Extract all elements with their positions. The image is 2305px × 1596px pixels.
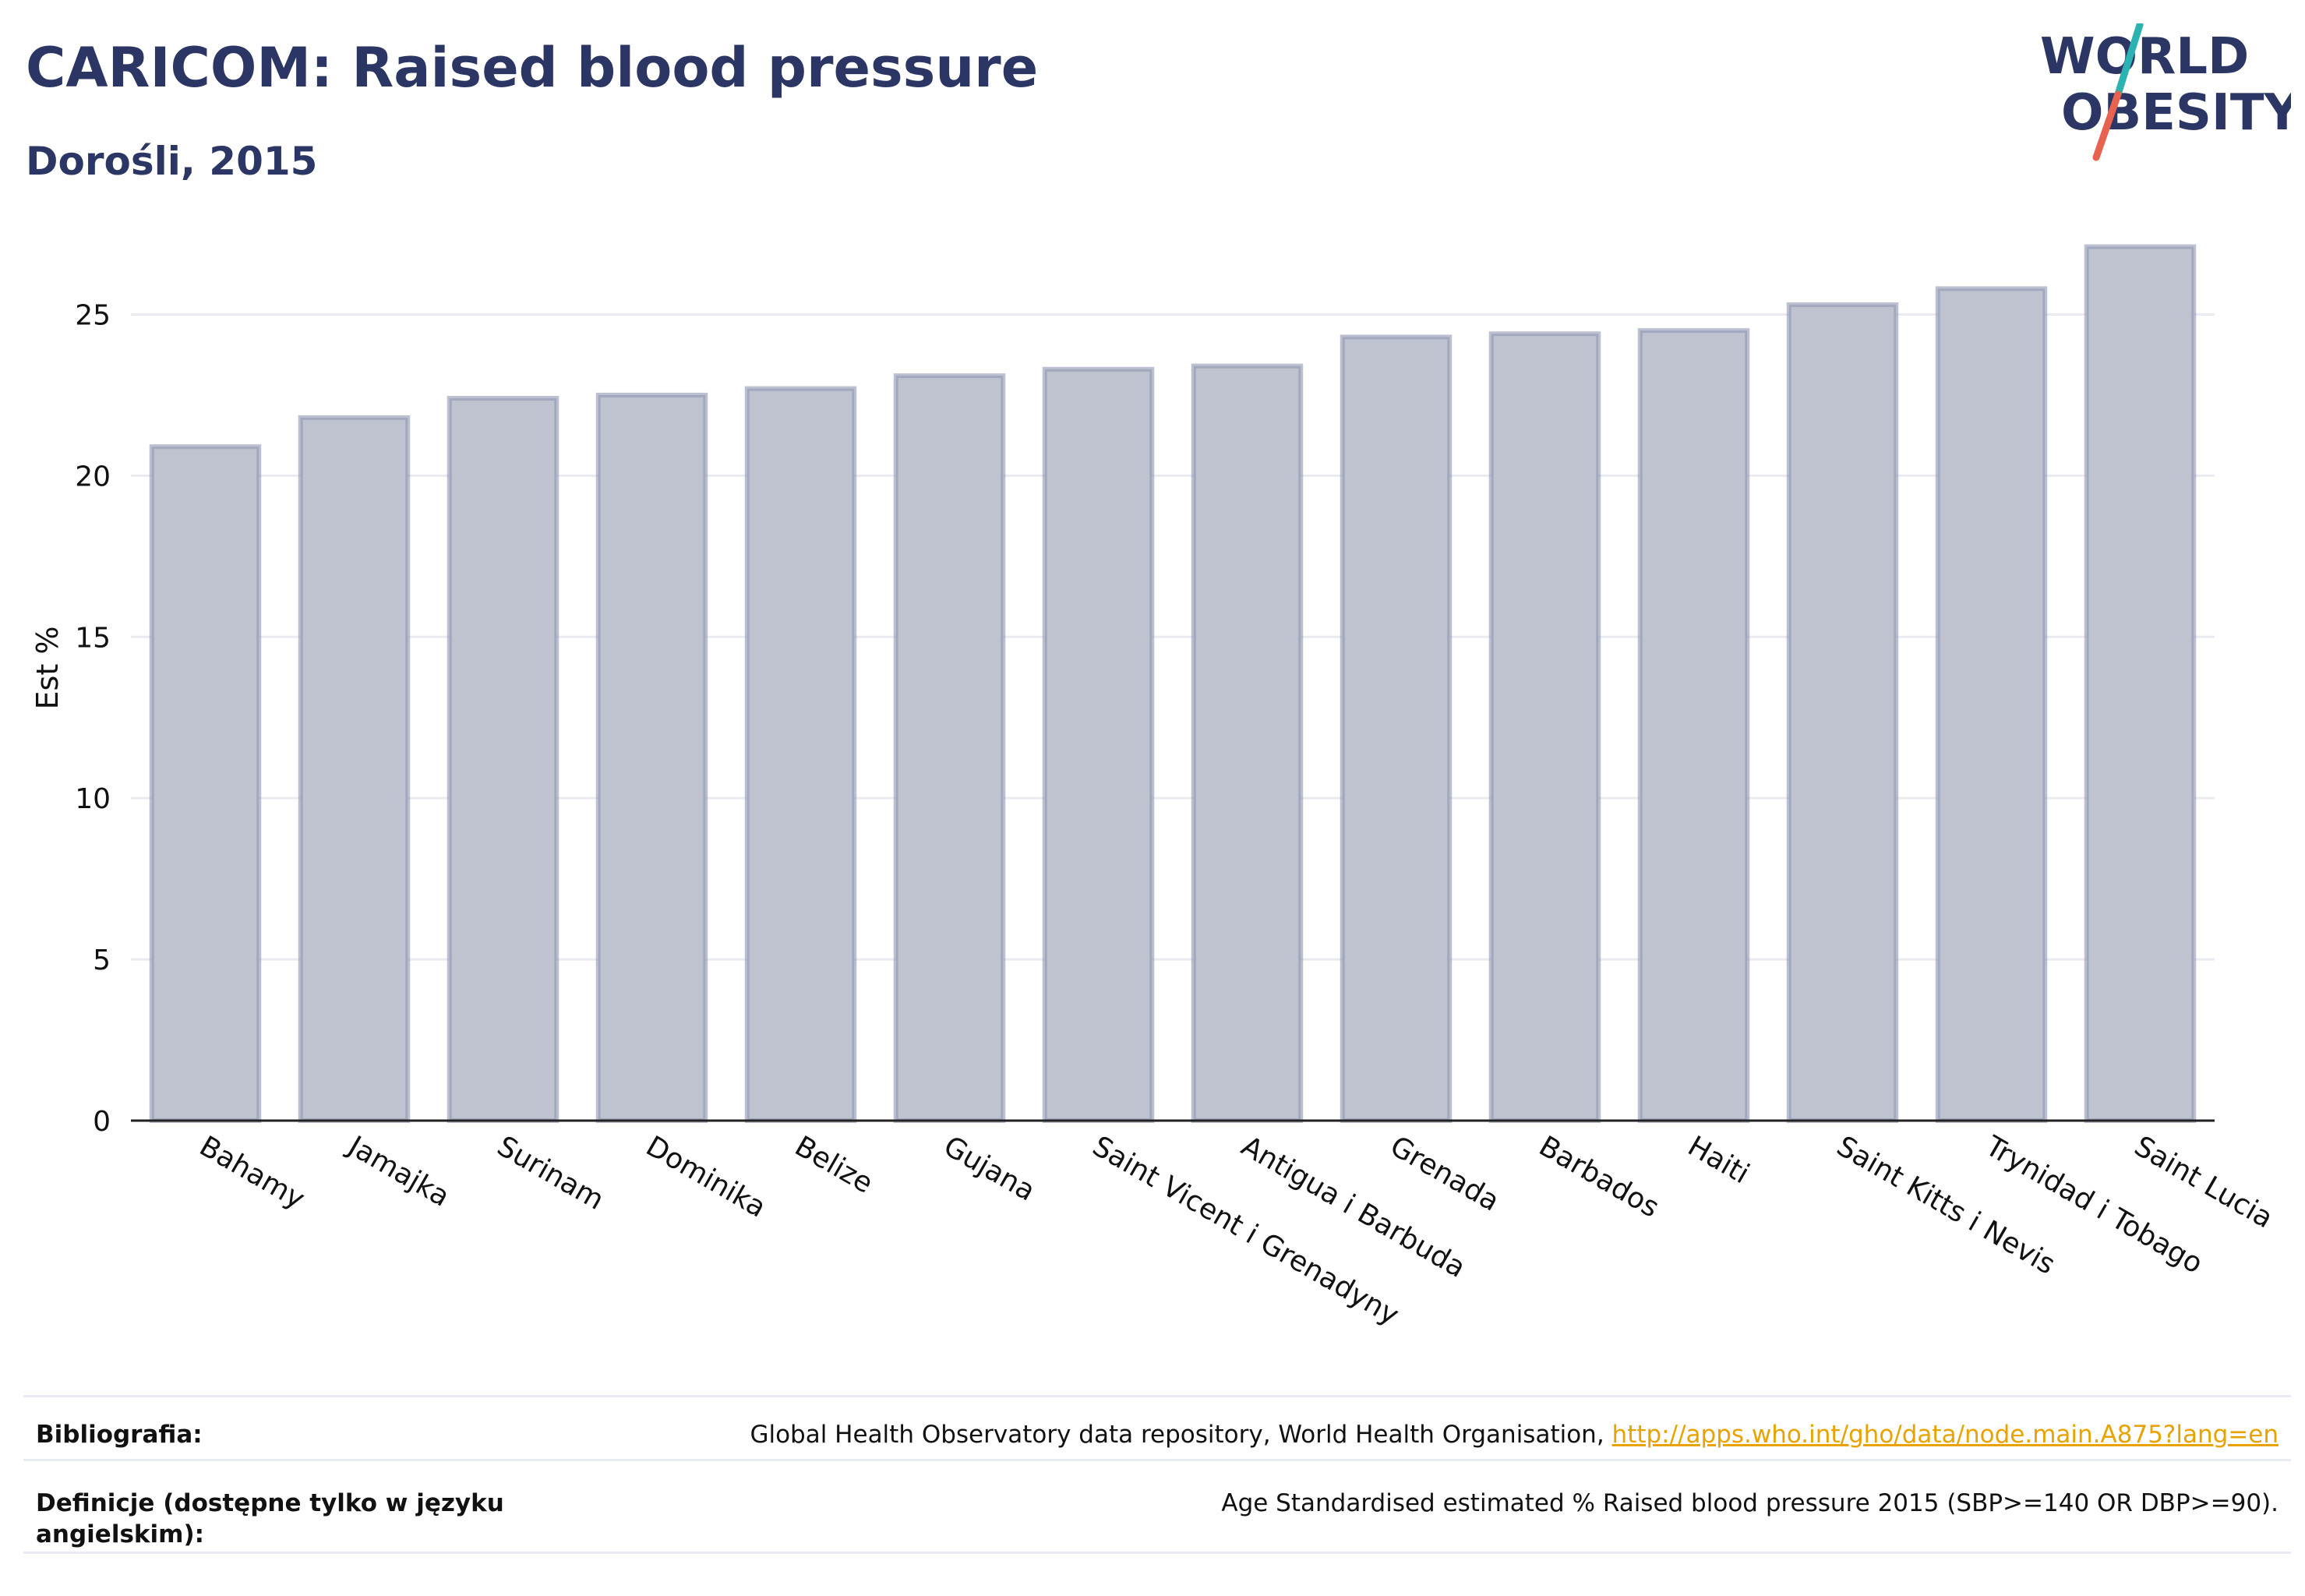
x-tick-label: Belize — [789, 1130, 878, 1199]
bar-antigua-i-barbuda — [1191, 363, 1304, 1123]
y-axis-label: Est % — [30, 627, 65, 710]
bar-surinam — [447, 396, 559, 1123]
bar-dominika — [595, 392, 708, 1123]
x-tick-label: Gujana — [938, 1130, 1040, 1207]
x-tick-label: Surinam — [492, 1130, 609, 1216]
x-tick-label: Jamajka — [341, 1129, 454, 1213]
bar-barbados — [1488, 331, 1601, 1123]
logo-text-world: WORLD — [2040, 28, 2249, 86]
bar-saint-kitts-i-nevis — [1786, 302, 1899, 1123]
y-tick-label: 25 — [75, 299, 111, 331]
x-tick-label: Haiti — [1682, 1130, 1755, 1190]
y-tick-label: 20 — [75, 461, 111, 493]
world-obesity-logo: WORLD OBESITY — [2040, 23, 2291, 161]
y-tick-label: 0 — [93, 1106, 111, 1138]
y-tick-label: 10 — [75, 783, 111, 815]
x-tick-label: Bahamy — [194, 1130, 310, 1216]
footer: Bibliografia: Global Health Observatory … — [23, 1395, 2291, 1554]
x-tick-label: Barbados — [1534, 1130, 1664, 1224]
definitions-row: Definicje (dostępne tylko w języku angie… — [23, 1459, 2291, 1554]
bar-haiti — [1637, 328, 1750, 1123]
grid-lines — [131, 312, 2215, 961]
definitions-value: Age Standardised estimated % Raised bloo… — [1221, 1489, 2279, 1517]
bibliography-text: Global Health Observatory data repositor… — [750, 1421, 1612, 1449]
logo-text-obesity: OBESITY — [2061, 84, 2291, 142]
bibliography-row: Bibliografia: Global Health Observatory … — [23, 1395, 2291, 1459]
bars — [149, 244, 2197, 1123]
bar-belize — [744, 386, 857, 1123]
bibliography-value: Global Health Observatory data repositor… — [750, 1419, 2291, 1450]
bar-grenada — [1340, 334, 1453, 1123]
bar-trynidad-i-tobago — [1935, 286, 2048, 1123]
bar-jamajka — [298, 415, 411, 1123]
logo-slash-bottom — [2092, 90, 2122, 161]
bibliography-link[interactable]: http://apps.who.int/gho/data/node.main.A… — [1611, 1421, 2279, 1449]
y-tick-label: 5 — [93, 945, 111, 976]
page-subtitle: Dorośli, 2015 — [26, 139, 318, 184]
y-tick-label: 15 — [75, 622, 111, 654]
bar-saint-lucia — [2084, 244, 2197, 1123]
logo-slash-top — [2114, 23, 2144, 98]
bar-saint-vicent-i-grenadyny — [1042, 366, 1155, 1123]
x-tick-label: Dominika — [641, 1130, 771, 1223]
x-tick-label: Grenada — [1385, 1130, 1505, 1217]
bibliography-label: Bibliografia: — [36, 1421, 203, 1449]
bar-bahamy — [149, 444, 262, 1123]
page-title: CARICOM: Raised blood pressure — [26, 36, 1039, 100]
y-tick-labels: 0 5 10 15 20 25 — [75, 299, 111, 1138]
x-tick-labels: Bahamy Jamajka Surinam Dominika Belize Gujana… — [194, 1129, 2278, 1332]
bar-gujana — [893, 373, 1006, 1123]
definitions-label: Definicje (dostępne tylko w języku angie… — [36, 1489, 504, 1548]
